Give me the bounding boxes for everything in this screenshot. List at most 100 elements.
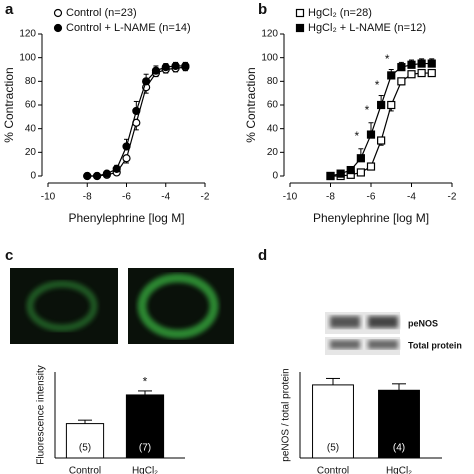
y-tick-label: 20 [25, 147, 37, 158]
bar [65, 423, 105, 459]
data-point [387, 71, 396, 80]
blot-label: Total protein [408, 340, 462, 350]
blot-label: peNOS [408, 318, 438, 328]
data-point [132, 106, 141, 116]
bar [125, 394, 165, 459]
x-tick-label: Control [317, 466, 349, 474]
y-tick-label: 40 [267, 123, 279, 134]
panel-letter: c [5, 247, 13, 264]
n-label: (5) [79, 443, 91, 454]
x-tick-label: -2 [201, 192, 210, 203]
y-tick-label: 40 [25, 123, 37, 134]
y-tick-label: 100 [261, 52, 278, 63]
legend-label: HgCl₂ + L-NAME (n=12) [308, 22, 426, 34]
data-point [122, 142, 131, 151]
data-point [427, 59, 436, 68]
series-line [330, 72, 432, 177]
data-point [427, 68, 436, 78]
data-point [171, 61, 180, 71]
data-point [161, 63, 170, 72]
x-tick-label: -10 [283, 192, 298, 203]
data-point [417, 68, 426, 78]
data-point [417, 59, 426, 68]
legend-marker [295, 23, 305, 33]
data-point [346, 165, 355, 175]
blot-band [330, 340, 360, 349]
x-axis-label: Phenylephrine [log M] [313, 211, 429, 225]
legend-label: Control + L-NAME (n=14) [66, 22, 191, 34]
panel-letter: a [5, 1, 14, 18]
x-tick-label: HgCl₂ [386, 466, 412, 474]
legend-label: Control (n=23) [66, 7, 137, 19]
data-point [356, 168, 365, 177]
x-tick-label: -6 [367, 192, 376, 203]
data-point [142, 77, 151, 86]
y-axis-label: % Contraction [244, 67, 258, 142]
data-point [407, 70, 416, 79]
data-point [112, 164, 121, 173]
x-tick-label: -2 [448, 192, 457, 203]
y-axis-label: % Contraction [2, 67, 16, 142]
annotation: * [365, 103, 370, 117]
y-tick-label: 80 [25, 76, 37, 87]
micrographs [10, 268, 234, 344]
n-label: (7) [139, 443, 151, 454]
data-point [377, 100, 386, 110]
data-point [151, 66, 161, 75]
annotation: * [143, 374, 148, 388]
y-tick-label: 0 [30, 171, 36, 182]
vessel-ring [137, 273, 219, 339]
annotation: * [385, 52, 390, 66]
data-point [397, 63, 406, 72]
y-tick-label: 60 [25, 100, 37, 111]
x-tick-label: -4 [161, 192, 170, 203]
panel-letter: d [258, 247, 267, 264]
y-tick-label: 20 [267, 147, 279, 158]
data-point [356, 154, 365, 163]
n-label: (5) [327, 443, 339, 454]
x-tick-label: -6 [122, 192, 131, 203]
blot-band [330, 316, 360, 328]
legend-marker [295, 8, 305, 18]
bar [378, 389, 420, 459]
annotation: * [375, 78, 380, 92]
data-point [397, 77, 406, 86]
y-axis-label: Fluorescence intensity [36, 365, 47, 465]
series-line [330, 62, 432, 177]
x-tick-label: -8 [326, 192, 335, 203]
y-tick-label: 100 [19, 52, 36, 63]
x-tick-label: Control [69, 466, 101, 474]
data-point [336, 169, 345, 178]
data-point [377, 136, 386, 145]
vessel-ring [26, 280, 98, 332]
legend-marker [53, 8, 63, 18]
data-point [407, 60, 416, 69]
data-point [366, 162, 376, 171]
data-point [92, 171, 102, 181]
annotation: * [355, 129, 360, 143]
data-point [387, 100, 396, 110]
micrograph [10, 268, 118, 344]
blot-band [368, 316, 398, 328]
x-tick-label: -10 [41, 192, 56, 203]
bar [312, 384, 354, 459]
legend-marker [53, 23, 63, 33]
x-tick-label: HgCl₂ [132, 466, 158, 474]
n-label: (4) [393, 443, 405, 454]
western-blot [325, 312, 400, 355]
y-tick-label: 80 [267, 76, 279, 87]
y-axis-label: peNOS / total protein [281, 368, 292, 461]
x-tick-label: -8 [83, 192, 92, 203]
data-point [366, 130, 376, 139]
data-point [326, 171, 335, 181]
y-tick-label: 0 [272, 171, 278, 182]
data-point [102, 169, 111, 178]
legend-label: HgCl₂ (n=28) [308, 7, 372, 19]
x-tick-label: -4 [407, 192, 416, 203]
x-axis-label: Phenylephrine [log M] [68, 211, 184, 225]
data-point [181, 61, 190, 71]
data-point [83, 171, 92, 181]
blot-band [368, 340, 398, 349]
y-tick-label: 120 [19, 29, 36, 40]
